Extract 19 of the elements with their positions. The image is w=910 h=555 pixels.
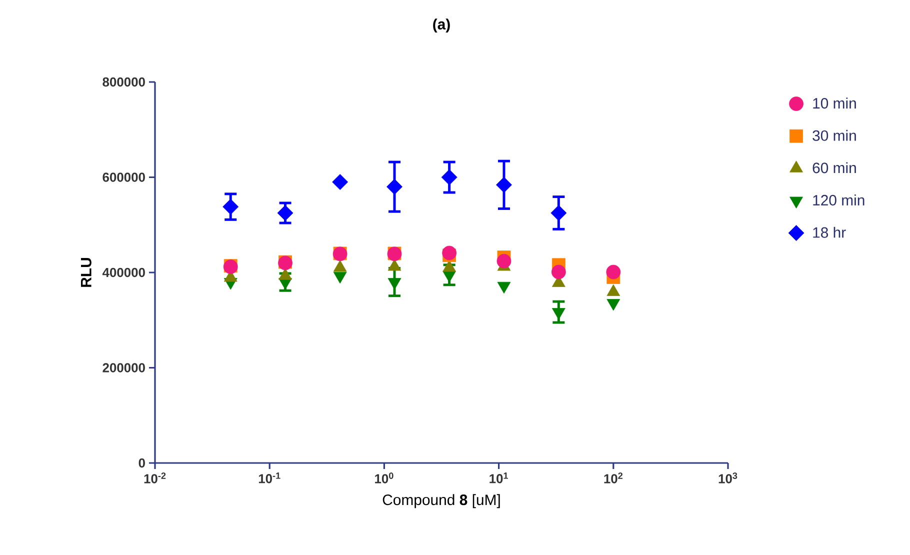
- x-tick-label: 10$^{3}$: [718, 472, 738, 484]
- x-tick-label: 10$^{1}$: [490, 472, 508, 484]
- x-tick-label: 10$^{2}$: [604, 472, 622, 484]
- x-tick-label: 10$^{0}$: [375, 472, 394, 484]
- x-axis-title: Compound 8 [uM]: [382, 494, 500, 508]
- x-tick-label: 10$^{-1}$: [258, 472, 280, 484]
- y-tick-label: 400000: [102, 268, 145, 278]
- y-tick-label: 0: [138, 458, 145, 468]
- y-axis-title: RLU: [80, 258, 92, 287]
- legend-label: 10 min: [813, 98, 856, 109]
- legend-label: 30 min: [812, 130, 856, 141]
- x-tick-label: 10$^{-2}$: [144, 472, 166, 484]
- y-tick-label: 600000: [102, 172, 145, 182]
- y-tick-label: 800000: [102, 77, 145, 87]
- legend-label: 18 hr: [813, 226, 846, 238]
- legend-label: 120 min: [813, 194, 864, 206]
- y-tick-label: 200000: [102, 363, 145, 372]
- chart-title: (a): [433, 18, 450, 32]
- legend-label: 60 min: [812, 162, 856, 174]
